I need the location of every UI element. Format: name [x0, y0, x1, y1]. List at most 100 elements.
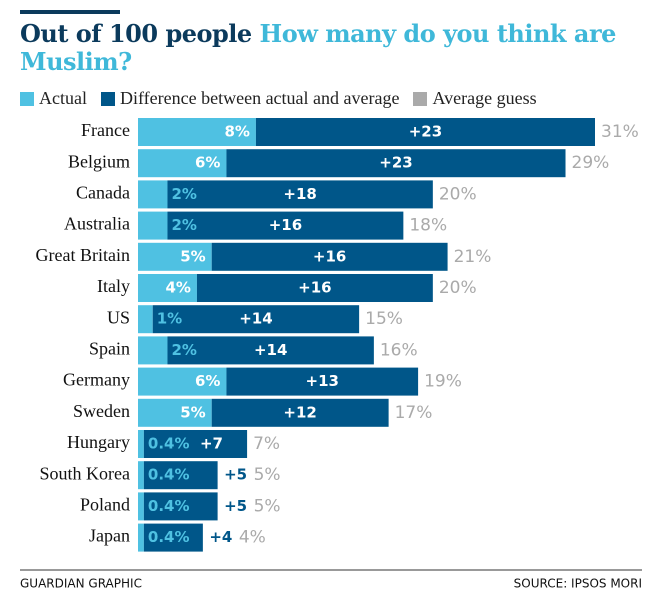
average-label: 31%: [601, 122, 639, 142]
average-label: 15%: [365, 309, 403, 329]
title: Out of 100 people How many do you think …: [20, 20, 620, 76]
difference-label: +23: [409, 123, 442, 141]
bar-actual: [138, 149, 227, 178]
title-lead: Out of 100 people: [20, 19, 252, 48]
actual-label: 8%: [224, 123, 249, 141]
average-label: 16%: [380, 340, 418, 360]
bar-difference: [152, 305, 360, 334]
bar-difference: [211, 398, 389, 427]
bar-difference: [167, 180, 433, 209]
bar-difference: [226, 367, 419, 396]
category-label: Australia: [64, 214, 130, 234]
legend-swatch: [413, 91, 428, 106]
difference-label: +14: [254, 341, 287, 359]
category-label: Germany: [63, 370, 130, 390]
difference-label: +5: [224, 497, 247, 515]
actual-label: 2%: [171, 216, 196, 234]
bar-actual: [138, 398, 212, 427]
category-label: Belgium: [68, 151, 130, 171]
bar-actual: [138, 180, 168, 209]
legend-label: Difference between actual and average: [119, 88, 400, 108]
actual-label: 0.4%: [148, 497, 190, 515]
legend-label: Average guess: [432, 88, 537, 108]
bar-actual: [138, 461, 144, 490]
difference-label: +4: [209, 528, 232, 546]
legend-label: Actual: [39, 88, 87, 108]
average-label: 29%: [572, 153, 610, 173]
top-rule: [20, 10, 120, 14]
difference-label: +23: [379, 154, 412, 172]
difference-label: +16: [298, 279, 331, 297]
category-label: Poland: [80, 495, 130, 515]
bar-difference: [143, 523, 203, 552]
difference-label: +5: [224, 466, 247, 484]
bar-actual: [138, 367, 227, 396]
actual-label: 0.4%: [148, 435, 190, 453]
legend-item: Actual: [20, 88, 87, 109]
bar-difference: [255, 118, 595, 146]
actual-label: 5%: [180, 247, 205, 265]
bar-difference: [143, 430, 248, 458]
bar-difference: [196, 274, 433, 302]
legend-item: Average guess: [413, 88, 537, 109]
actual-label: 0.4%: [148, 466, 190, 484]
difference-label: +14: [239, 310, 272, 328]
category-label: Canada: [76, 183, 130, 203]
actual-label: 2%: [171, 185, 196, 203]
bar-difference: [167, 336, 374, 365]
actual-label: 2%: [171, 341, 196, 359]
difference-label: +16: [269, 216, 302, 234]
bar-actual: [138, 305, 153, 334]
legend-swatch: [20, 91, 34, 106]
average-label: 17%: [395, 403, 433, 423]
average-label: 21%: [454, 247, 492, 267]
difference-label: +18: [283, 185, 316, 203]
bar-actual: [138, 211, 168, 240]
category-label: France: [81, 120, 130, 140]
actual-label: 0.4%: [148, 528, 190, 546]
category-label: Italy: [97, 276, 130, 296]
legend-swatch: [100, 91, 115, 106]
bar-difference: [167, 211, 404, 240]
average-label: 20%: [439, 184, 477, 204]
actual-label: 1%: [157, 310, 182, 328]
bar-actual: [138, 336, 168, 365]
actual-label: 4%: [165, 279, 190, 297]
footer-credit: GUARDIAN GRAPHIC: [20, 577, 142, 591]
average-label: 4%: [239, 528, 266, 548]
category-label: Spain: [89, 339, 130, 359]
bar-difference: [211, 242, 448, 271]
actual-label: 5%: [180, 403, 205, 421]
bar-actual: [138, 492, 144, 521]
legend-item: Difference between actual and average: [100, 88, 400, 109]
category-label: Great Britain: [36, 245, 130, 265]
average-label: 5%: [254, 496, 281, 516]
bar-actual: [138, 274, 197, 302]
category-label: Sweden: [73, 401, 130, 421]
bar-actual: [138, 118, 256, 146]
legend: Actual Difference between actual and aver…: [20, 88, 537, 109]
category-label: Hungary: [67, 432, 130, 452]
actual-label: 6%: [195, 154, 220, 172]
bar-difference: [226, 149, 566, 178]
average-label: 18%: [409, 216, 447, 236]
category-label: US: [107, 307, 130, 327]
footer-source: SOURCE: IPSOS MORI: [514, 577, 642, 591]
average-label: 5%: [254, 465, 281, 485]
difference-label: +12: [283, 403, 316, 421]
category-label: Japan: [89, 526, 130, 546]
average-label: 20%: [439, 278, 477, 298]
bar-actual: [138, 430, 144, 458]
average-label: 7%: [253, 434, 280, 454]
bar-difference: [143, 461, 218, 490]
average-label: 19%: [424, 372, 462, 392]
actual-label: 6%: [195, 372, 220, 390]
bar-difference: [143, 492, 218, 521]
bar-actual: [138, 242, 212, 271]
title-main: How many do you think are Muslim?: [20, 19, 616, 76]
bar-actual: [138, 523, 144, 552]
difference-label: +16: [313, 247, 346, 265]
category-label: South Korea: [40, 463, 130, 483]
